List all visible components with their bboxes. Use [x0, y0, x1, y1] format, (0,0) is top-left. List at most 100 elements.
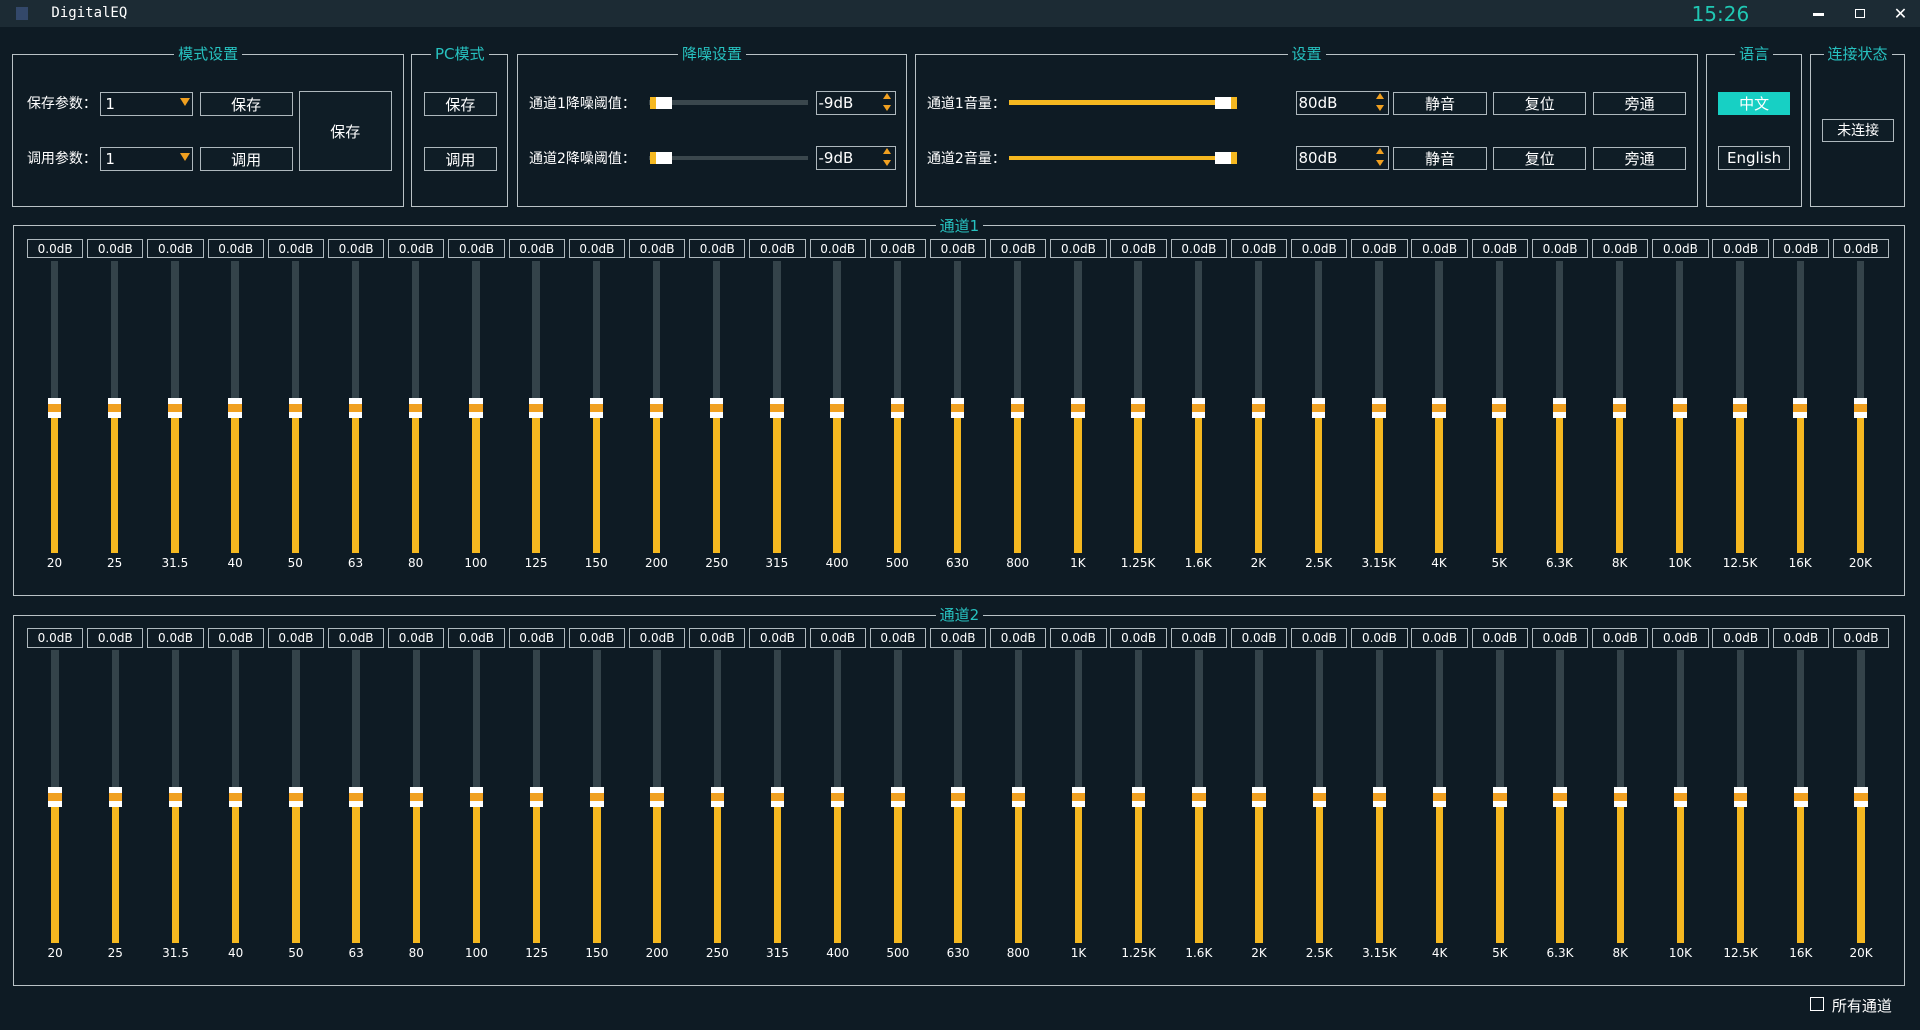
band-thumb[interactable] [1733, 397, 1747, 418]
save-button[interactable]: 保存 [199, 91, 293, 117]
band-thumb[interactable] [1612, 397, 1627, 418]
band-thumb[interactable] [649, 397, 664, 418]
band-thumb[interactable] [1010, 397, 1025, 418]
noise-settings [516, 53, 908, 207]
band-thumb[interactable] [589, 397, 603, 418]
volume-thumb[interactable] [1214, 96, 1237, 109]
band-thumb[interactable] [650, 787, 664, 807]
band-thumb[interactable] [348, 397, 363, 418]
band-thumb[interactable] [1733, 787, 1748, 807]
english-button[interactable]: English [1717, 145, 1791, 171]
big-save-button[interactable]: 保存 [298, 90, 392, 172]
band-thumb[interactable] [529, 397, 543, 418]
band-thumb[interactable] [529, 787, 544, 807]
band-thumb[interactable] [1372, 397, 1386, 418]
band-thumb[interactable] [349, 787, 363, 807]
volume-thumb[interactable] [1214, 151, 1237, 165]
band-thumb[interactable] [289, 787, 303, 807]
channel-button[interactable]: 旁通 [1593, 91, 1687, 116]
noise-value[interactable]: -9dB [815, 90, 897, 116]
band-thumb[interactable] [1794, 787, 1808, 807]
band-thumb[interactable] [590, 787, 604, 807]
band-fill [1676, 797, 1685, 943]
band-thumb[interactable] [1553, 787, 1567, 807]
band-thumb[interactable] [469, 397, 483, 418]
close-button[interactable]: ✕ [1893, 3, 1908, 23]
band-thumb[interactable] [1613, 787, 1627, 807]
band-thumb[interactable] [408, 397, 423, 418]
band-thumb[interactable] [1192, 787, 1206, 807]
band-thumb[interactable] [1311, 397, 1326, 418]
band-thumb[interactable] [1552, 397, 1567, 418]
band-thumb[interactable] [1191, 397, 1205, 418]
band-thumb[interactable] [288, 397, 302, 418]
channel-button[interactable]: 复位 [1493, 146, 1587, 171]
band-thumb[interactable] [1492, 397, 1506, 418]
load-param-dropdown[interactable]: 1 [100, 146, 194, 172]
band-thumb[interactable] [1793, 397, 1807, 418]
band-thumb[interactable] [1131, 787, 1146, 807]
band-thumb[interactable] [1673, 787, 1688, 807]
band-thumb[interactable] [950, 397, 965, 418]
volume-value[interactable]: 80dB [1295, 90, 1389, 116]
band-thumb[interactable] [710, 787, 724, 807]
band-thumb[interactable] [1071, 787, 1086, 807]
load-button[interactable]: 调用 [199, 146, 293, 172]
channel-button[interactable]: 静音 [1393, 146, 1487, 171]
connect-button[interactable]: 未连接 [1822, 118, 1895, 143]
channel-group-title-row: 通道1 [13, 214, 1905, 236]
pc-load-button[interactable]: 调用 [423, 146, 498, 172]
band-thumb[interactable] [709, 397, 724, 418]
noise-thumb[interactable] [650, 96, 673, 109]
band-thumb[interactable] [1673, 397, 1687, 418]
band-thumb[interactable] [1252, 787, 1266, 807]
dropdown-arrow [180, 97, 190, 106]
band-thumb[interactable] [48, 787, 62, 807]
band-label: 20K [1849, 945, 1873, 960]
noise-value[interactable]: -9dB [815, 145, 897, 171]
band-thumb[interactable] [1131, 397, 1145, 418]
band-thumb[interactable] [409, 787, 424, 807]
band-thumb[interactable] [47, 397, 62, 418]
band-thumb[interactable] [1011, 787, 1025, 807]
band-thumb[interactable] [770, 397, 784, 418]
band-thumb[interactable] [1493, 787, 1507, 807]
dropdown-arrow [180, 153, 190, 162]
band-thumb[interactable] [1251, 397, 1266, 418]
band-thumb[interactable] [1853, 397, 1868, 418]
band-label: 1K [1070, 556, 1086, 571]
band-thumb[interactable] [1432, 787, 1447, 807]
band-thumb[interactable] [891, 787, 905, 807]
band-thumb[interactable] [951, 787, 965, 807]
band-fill [412, 407, 420, 554]
band-thumb[interactable] [1854, 787, 1868, 807]
band-thumb[interactable] [770, 787, 785, 807]
band-thumb[interactable] [168, 787, 183, 807]
band-thumb[interactable] [890, 397, 904, 418]
band-thumb[interactable] [1071, 397, 1085, 418]
channel-button[interactable]: 静音 [1393, 91, 1487, 116]
band-thumb[interactable] [469, 787, 484, 807]
channel-button[interactable]: 旁通 [1593, 146, 1687, 171]
channel-button[interactable]: 复位 [1493, 91, 1587, 116]
volume-value[interactable]: 80dB [1295, 145, 1389, 171]
pc-save-button[interactable]: 保存 [423, 91, 498, 117]
all-channels-checkbox[interactable] [1809, 996, 1825, 1012]
band-thumb[interactable] [228, 397, 242, 418]
band-label: 8K [1612, 945, 1628, 960]
band-thumb[interactable] [830, 787, 845, 807]
band-thumb[interactable] [1372, 787, 1387, 807]
chinese-button[interactable]: 中文 [1717, 91, 1791, 116]
band-thumb[interactable] [228, 787, 243, 807]
band-thumb[interactable] [830, 397, 844, 418]
band-thumb[interactable] [168, 397, 182, 418]
noise-thumb[interactable] [650, 151, 673, 165]
band-thumb[interactable] [1312, 787, 1326, 807]
gain-label: 0.0dB [87, 238, 144, 259]
band-thumb[interactable] [107, 397, 122, 418]
gain-label: 0.0dB [929, 628, 987, 648]
band-thumb[interactable] [1432, 397, 1446, 418]
save-param-dropdown[interactable]: 1 [100, 91, 194, 117]
save-param-label: 保存参数： [26, 95, 97, 112]
band-thumb[interactable] [108, 787, 123, 807]
